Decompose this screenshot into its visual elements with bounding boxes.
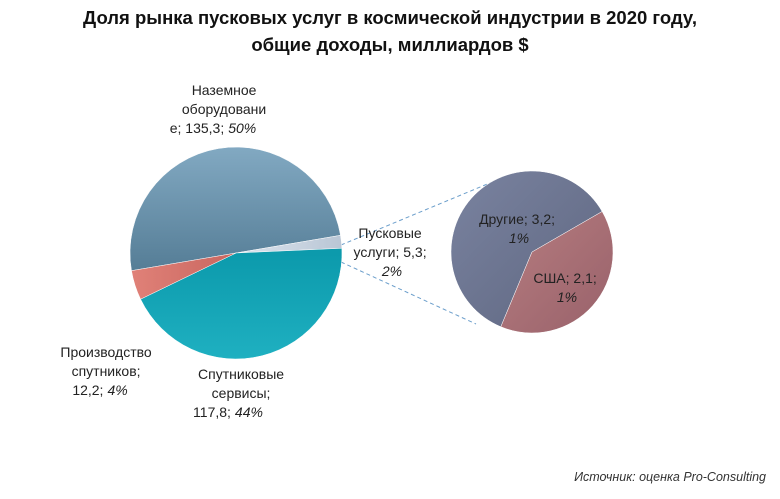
connector-line-top (340, 179, 498, 246)
source-note: Источник: оценка Pro-Consulting (574, 470, 766, 484)
data-label-satellite-services: Спутниковые сервисы; 117,8; 44% (193, 366, 288, 420)
data-label-ground-equipment: Наземное оборудовани е; 135,3; 50% (170, 82, 270, 136)
chart-title-line-2: общие доходы, миллиардов $ (251, 34, 529, 55)
secondary-slice-usa (500, 211, 614, 334)
data-label-other: Другие; 3,2; 1% (479, 211, 559, 246)
chart-title: Доля рынка пусковых услуг в космической … (0, 4, 780, 58)
data-label-launch-services: Пусковые услуги; 5,3; 2% (354, 225, 431, 279)
secondary-slice-other (450, 170, 603, 328)
pie-slice-satellite-manufacturing (131, 252, 237, 300)
chart-title-line-1: Доля рынка пусковых услуг в космической … (83, 7, 697, 28)
pie-slice-satellite-services (140, 248, 343, 360)
pie-slice-ground-equipment (129, 146, 341, 271)
data-label-usa: США; 2,1; 1% (533, 270, 600, 305)
connector-line-bottom (340, 261, 477, 325)
data-label-satellite-manufacturing: Производство спутников; 12,2; 4% (60, 344, 155, 398)
